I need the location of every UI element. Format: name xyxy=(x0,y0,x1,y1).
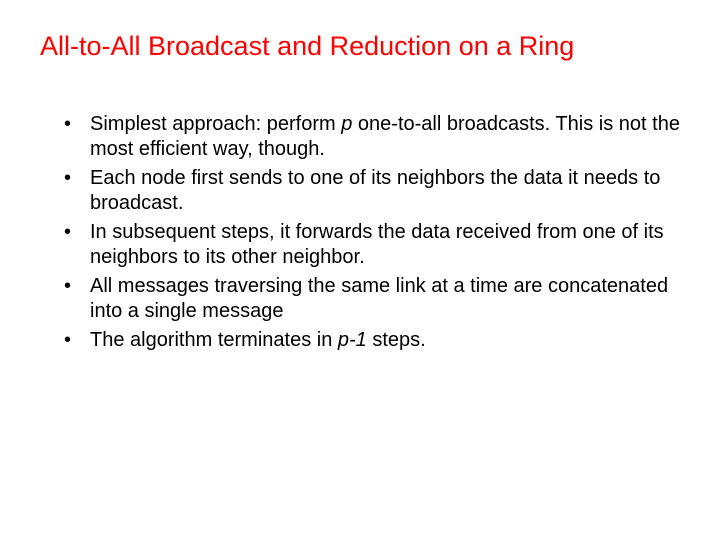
bullet-text-em: p-1 xyxy=(338,329,367,351)
list-item: Each node first sends to one of its neig… xyxy=(64,166,680,216)
bullet-text-pre: Simplest approach: perform xyxy=(90,113,341,135)
bullet-text-em: p xyxy=(341,113,352,135)
bullet-text-post: steps. xyxy=(367,329,426,351)
slide: All-to-All Broadcast and Reduction on a … xyxy=(0,0,720,540)
bullet-text-pre: Each node first sends to one of its neig… xyxy=(90,167,660,214)
list-item: Simplest approach: perform p one-to-all … xyxy=(64,112,680,162)
list-item: All messages traversing the same link at… xyxy=(64,274,680,324)
bullet-list: Simplest approach: perform p one-to-all … xyxy=(64,112,680,353)
list-item: The algorithm terminates in p-1 steps. xyxy=(64,328,680,353)
slide-title: All-to-All Broadcast and Reduction on a … xyxy=(40,30,680,64)
bullet-text-pre: All messages traversing the same link at… xyxy=(90,275,668,322)
list-item: In subsequent steps, it forwards the dat… xyxy=(64,220,680,270)
bullet-text-pre: The algorithm terminates in xyxy=(90,329,338,351)
bullet-text-pre: In subsequent steps, it forwards the dat… xyxy=(90,221,664,268)
